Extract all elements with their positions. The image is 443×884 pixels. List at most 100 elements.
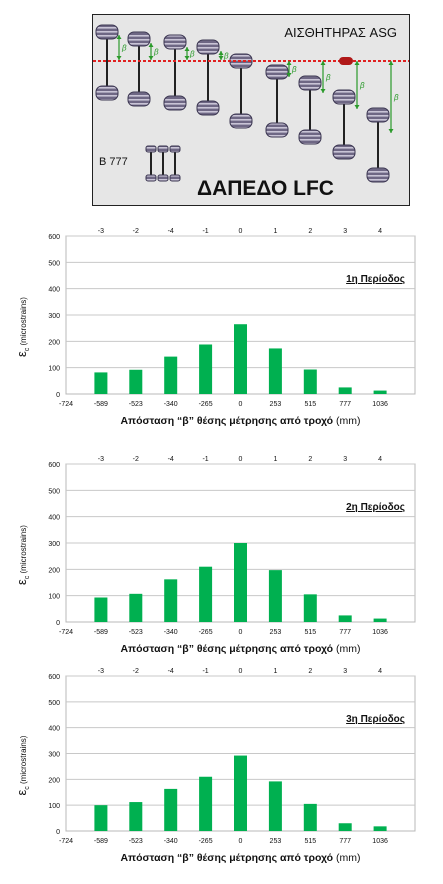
y-axis-label-subscript: c [24, 786, 31, 790]
x-axis-label-main: Απόσταση “β” θέσης μέτρησης από τροχό [120, 643, 336, 655]
bar [164, 579, 178, 622]
diagram-canvas: ΑΙΣΘΗΤΗΡΑΣ ASG B 777 ΔΑΠΕΔΟ LFC β β β β β β β β [93, 24, 409, 200]
chart-period-1: 0 100 200 300 400 500 600 -724 -589 -523 -340 -265 0… [0, 222, 443, 444]
y-tick-label: 400 [48, 515, 60, 522]
x-tick-label: 1036 [372, 401, 388, 408]
gear-icon-tyre [157, 174, 169, 182]
top-tick-label: -3 [98, 668, 104, 675]
x-tick-label: -523 [129, 838, 143, 845]
x-axis-label-units: (mm) [336, 643, 361, 655]
x-axis-label-units: (mm) [336, 852, 361, 864]
x-tick-label: -724 [59, 838, 73, 845]
top-tick-label: 4 [378, 228, 382, 235]
y-tick-label: 0 [56, 620, 60, 627]
bar [373, 390, 387, 394]
y-tick-label: 300 [48, 313, 60, 320]
bar [129, 593, 143, 622]
beta-symbol: β [291, 65, 297, 74]
x-tick-label: -340 [164, 838, 178, 845]
y-tick-label: 100 [48, 366, 60, 373]
y-axis-label-symbol: ε [14, 351, 29, 357]
top-tick-label: 0 [239, 228, 243, 235]
x-tick-label: -340 [164, 629, 178, 636]
top-tick-label: -4 [168, 228, 174, 235]
beta-arrowhead [286, 73, 292, 77]
beta-arrowhead [354, 105, 360, 109]
sensor-label: ΑΙΣΘΗΤΗΡΑΣ ASG [284, 25, 397, 40]
bar [94, 805, 108, 831]
bar [373, 618, 387, 622]
beta-arrowhead [184, 56, 190, 60]
beta-arrowhead [148, 56, 154, 60]
top-tick-label: 3 [343, 668, 347, 675]
beta-symbol: β [121, 44, 127, 53]
x-axis-label-main: Απόσταση “β” θέσης μέτρησης από τροχό [120, 852, 336, 864]
chart-period-2: 0 100 200 300 400 500 600 -724 -589 -523 -340 -265 0… [0, 450, 443, 672]
top-tick-label: 3 [343, 228, 347, 235]
y-tick-label: 400 [48, 287, 60, 294]
x-tick-label: 253 [270, 838, 282, 845]
x-tick-label: -724 [59, 401, 73, 408]
x-tick-label: 253 [270, 629, 282, 636]
gear-icon-tyre [145, 145, 157, 153]
x-tick-label: 515 [304, 838, 316, 845]
x-tick-label: -589 [94, 629, 108, 636]
beta-arrowhead [184, 47, 190, 51]
top-tick-label: 1 [273, 668, 277, 675]
x-tick-label: 1036 [372, 838, 388, 845]
tyre-shape [95, 85, 119, 101]
x-tick-label: 253 [270, 401, 282, 408]
tyre-shape [163, 95, 187, 111]
beta-arrowhead [320, 89, 326, 93]
y-axis-label-symbol: ε [14, 579, 29, 585]
gear-icon-tyre [169, 145, 181, 153]
top-tick-label: 0 [239, 456, 243, 463]
bar [199, 776, 213, 831]
chart-title: 3η Περίοδος [346, 714, 405, 725]
x-tick-label: -340 [164, 401, 178, 408]
x-tick-label: -265 [199, 629, 213, 636]
beta-arrowhead [148, 43, 154, 47]
y-tick-label: 600 [48, 234, 60, 241]
beta-arrowhead [388, 129, 394, 133]
top-tick-label: -2 [133, 456, 139, 463]
beta-symbol: β [359, 81, 365, 90]
beta-arrowhead [218, 51, 224, 55]
top-tick-label: -3 [98, 228, 104, 235]
bar [94, 597, 108, 622]
top-tick-label: 2 [308, 668, 312, 675]
bar [268, 570, 282, 622]
x-tick-label: 515 [304, 401, 316, 408]
bar [164, 788, 178, 831]
top-tick-label: -2 [133, 228, 139, 235]
tyre-shape [196, 39, 220, 55]
x-axis-label-units: (mm) [336, 415, 361, 427]
x-tick-label: -589 [94, 838, 108, 845]
beta-symbol: β [153, 48, 159, 57]
beta-arrowhead [116, 56, 122, 60]
tyre-shape [163, 34, 187, 50]
beta-arrowhead [286, 61, 292, 65]
top-tick-label: 3 [343, 456, 347, 463]
bar [234, 755, 247, 831]
tyre-shape [95, 24, 119, 40]
y-axis-label-units: (microstrains) [19, 525, 28, 576]
y-axis-label: εc (microstrains) [14, 525, 31, 585]
top-tick-label: -1 [202, 668, 208, 675]
x-tick-label: 515 [304, 629, 316, 636]
x-tick-label: -265 [199, 838, 213, 845]
y-axis-label-subscript: c [24, 347, 31, 351]
x-tick-label: 0 [239, 629, 243, 636]
y-tick-label: 500 [48, 260, 60, 267]
tyre-shape [196, 100, 220, 116]
x-axis-label-main: Απόσταση “β” θέσης μέτρησης από τροχό [120, 415, 336, 427]
tyre-shape [127, 31, 151, 47]
top-tick-label: 0 [239, 668, 243, 675]
beta-arrowhead [320, 61, 326, 65]
sensor-marker [339, 57, 353, 65]
top-tick-label: -3 [98, 456, 104, 463]
x-tick-label: 0 [239, 838, 243, 845]
bar [303, 594, 317, 622]
